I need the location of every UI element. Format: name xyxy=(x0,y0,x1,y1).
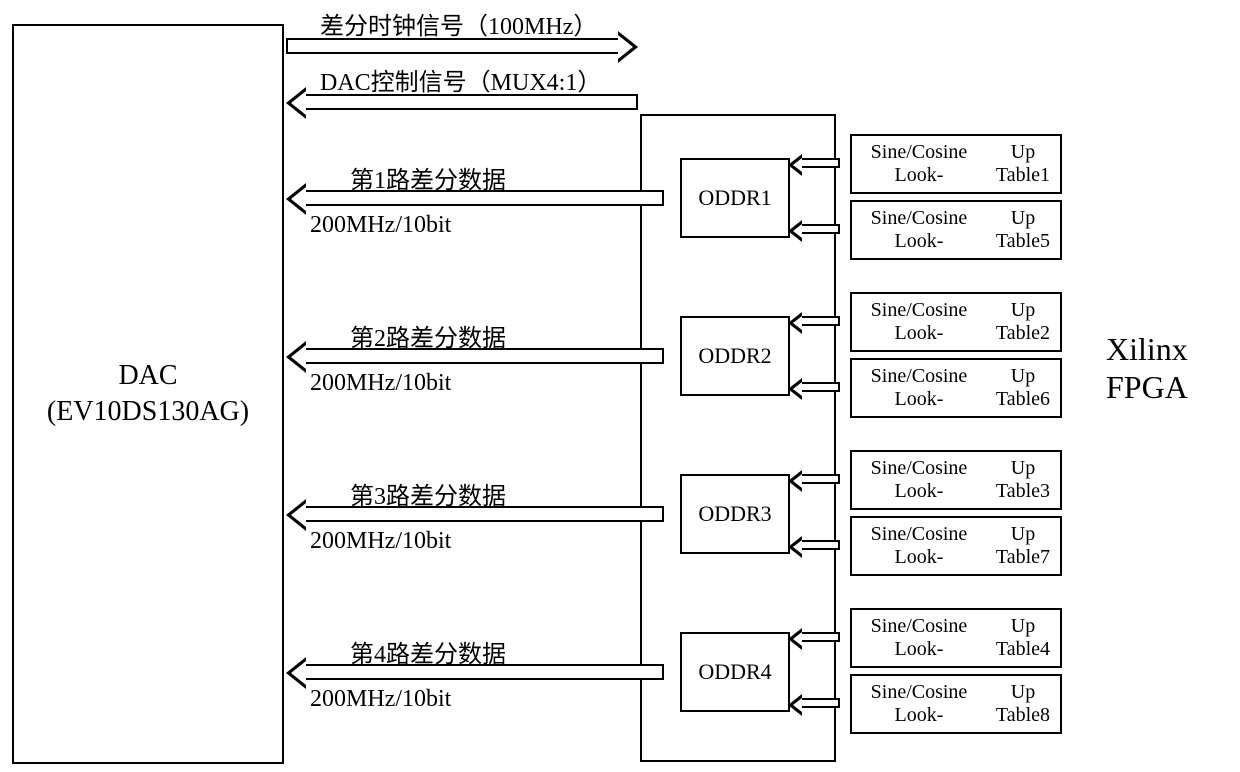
lut-arrow-upper-4 xyxy=(800,632,840,642)
lut-upper-3: Sine/Cosine Look-Up Table3 xyxy=(850,450,1062,510)
lut-lower-2: Sine/Cosine Look-Up Table6 xyxy=(850,358,1062,418)
oddr-block-2: ODDR2 xyxy=(680,316,790,396)
lut-arrow-upper-1 xyxy=(800,158,840,168)
arrow-head-icon xyxy=(788,694,802,716)
lut-arrow-upper-3 xyxy=(800,474,840,484)
arrow-head-icon xyxy=(618,31,638,63)
lut-arrow-lower-4 xyxy=(800,698,840,708)
arrow-head-icon xyxy=(286,657,306,689)
arrow-head-icon xyxy=(286,87,306,119)
fpga-label-line1: Xilinx xyxy=(1106,330,1188,368)
arrow-head-icon xyxy=(788,536,802,558)
fpga-label: Xilinx FPGA xyxy=(1106,330,1188,407)
data-label-bottom-1: 200MHz/10bit xyxy=(310,212,451,239)
lut-arrow-lower-1 xyxy=(800,224,840,234)
arrow-head-icon xyxy=(286,499,306,531)
lut-arrow-lower-2 xyxy=(800,382,840,392)
oddr-block-4: ODDR4 xyxy=(680,632,790,712)
lut-upper-2: Sine/Cosine Look-Up Table2 xyxy=(850,292,1062,352)
fpga-label-line2: FPGA xyxy=(1106,368,1188,406)
lut-lower-4: Sine/Cosine Look-Up Table8 xyxy=(850,674,1062,734)
lut-upper-1: Sine/Cosine Look-Up Table1 xyxy=(850,134,1062,194)
lut-lower-1: Sine/Cosine Look-Up Table5 xyxy=(850,200,1062,260)
arrow-head-icon xyxy=(788,378,802,400)
lut-upper-4: Sine/Cosine Look-Up Table4 xyxy=(850,608,1062,668)
data-label-top-2: 第2路差分数据 xyxy=(350,318,506,353)
arrow-head-icon xyxy=(788,470,802,492)
data-label-top-4: 第4路差分数据 xyxy=(350,634,506,669)
lut-lower-3: Sine/Cosine Look-Up Table7 xyxy=(850,516,1062,576)
data-label-bottom-4: 200MHz/10bit xyxy=(310,686,451,713)
oddr-block-3: ODDR3 xyxy=(680,474,790,554)
arrow-head-icon xyxy=(286,183,306,215)
arrow-head-icon xyxy=(788,220,802,242)
arrow-head-icon xyxy=(788,628,802,650)
data-label-bottom-3: 200MHz/10bit xyxy=(310,528,451,555)
dac-title: DAC xyxy=(118,358,177,394)
clock-signal-label: 差分时钟信号（100MHz） xyxy=(320,6,597,41)
ctrl-signal-label: DAC控制信号（MUX4:1） xyxy=(320,62,601,97)
data-label-bottom-2: 200MHz/10bit xyxy=(310,370,451,397)
arrow-head-icon xyxy=(286,341,306,373)
data-label-top-1: 第1路差分数据 xyxy=(350,160,506,195)
clock-signal-arrow xyxy=(286,38,620,54)
ctrl-signal-arrow xyxy=(304,94,638,110)
lut-arrow-upper-2 xyxy=(800,316,840,326)
dac-block: DAC (EV10DS130AG) xyxy=(12,24,284,764)
arrow-head-icon xyxy=(788,312,802,334)
arrow-head-icon xyxy=(788,154,802,176)
dac-subtitle: (EV10DS130AG) xyxy=(47,394,249,430)
diagram-root: DAC (EV10DS130AG) Xilinx FPGA 差分时钟信号（100… xyxy=(0,0,1240,772)
data-label-top-3: 第3路差分数据 xyxy=(350,476,506,511)
lut-arrow-lower-3 xyxy=(800,540,840,550)
oddr-block-1: ODDR1 xyxy=(680,158,790,238)
